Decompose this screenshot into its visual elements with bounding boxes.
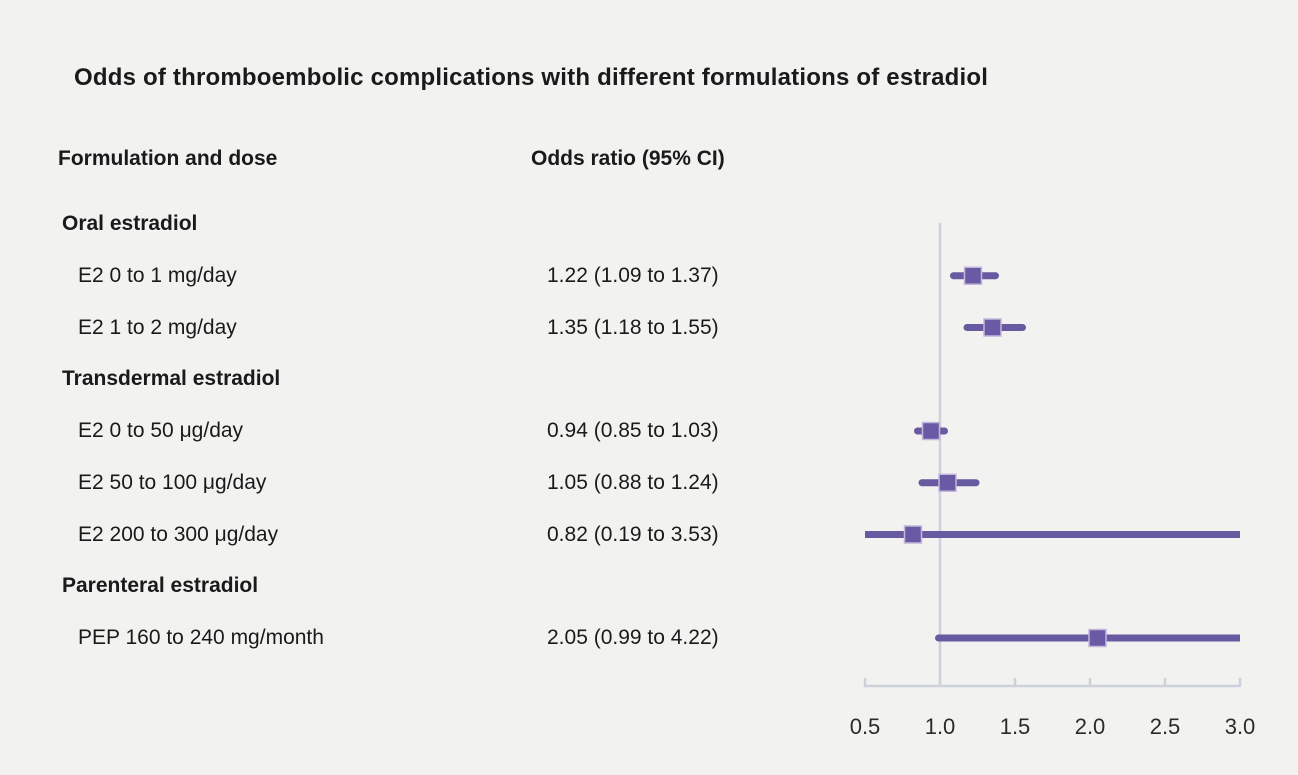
x-axis-tick-label: 0.5 — [850, 714, 881, 739]
ci-line-cap — [914, 427, 921, 435]
ci-line-cap — [1019, 324, 1026, 331]
data-row: E2 0 to 50 μg/day 0.94 (0.85 to 1.03) — [0, 418, 830, 444]
x-axis-tick-label: 2.5 — [1150, 714, 1181, 739]
ci-line-cap — [950, 272, 957, 280]
data-row: PEP 160 to 240 mg/month 2.05 (0.99 to 4.2… — [0, 625, 830, 651]
estimate-marker — [963, 266, 983, 285]
row-label: Oral estradiol — [62, 212, 198, 235]
ci-line-cap — [941, 427, 948, 435]
estimate-marker — [938, 473, 957, 492]
column-header-odds-ratio: Odds ratio (95% CI) — [531, 147, 725, 170]
ci-line-cap — [935, 634, 942, 642]
column-header-formulation: Formulation and dose — [58, 147, 278, 170]
section-row: Oral estradiol — [0, 211, 830, 237]
ci-line-cap — [918, 479, 926, 487]
row-label: E2 50 to 100 μg/day — [78, 470, 267, 494]
row-odds-ratio-value: 0.82 (0.19 to 3.53) — [547, 522, 719, 546]
x-axis-tick-label: 2.0 — [1075, 714, 1106, 739]
estimate-marker — [921, 421, 941, 441]
estimate-marker — [1088, 628, 1107, 648]
row-odds-ratio-value: 2.05 (0.99 to 4.22) — [547, 626, 719, 649]
x-axis-tick-label: 1.5 — [1000, 714, 1031, 739]
ci-line-cap — [992, 272, 999, 280]
row-label: E2 0 to 50 μg/day — [78, 419, 244, 442]
row-label: E2 1 to 2 mg/day — [78, 315, 237, 339]
row-odds-ratio-value: 1.35 (1.18 to 1.55) — [547, 315, 719, 339]
row-label: E2 0 to 1 mg/day — [78, 263, 237, 287]
data-row: E2 200 to 300 μg/day 0.82 (0.19 to 3.53) — [0, 522, 830, 548]
row-label: PEP 160 to 240 mg/month — [78, 626, 324, 649]
row-odds-ratio-value: 1.05 (0.88 to 1.24) — [547, 470, 719, 494]
chart-title: Odds of thromboembolic complications wit… — [74, 64, 989, 91]
row-odds-ratio-value: 0.94 (0.85 to 1.03) — [547, 419, 719, 442]
section-row: Transdermal estradiol — [0, 366, 830, 392]
ci-line-cap — [972, 479, 980, 487]
row-label: Parenteral estradiol — [62, 574, 259, 598]
data-row: E2 1 to 2 mg/day 1.35 (1.18 to 1.55) — [0, 315, 830, 341]
data-row: E2 50 to 100 μg/day 1.05 (0.88 to 1.24) — [0, 470, 830, 496]
x-axis-tick-label: 3.0 — [1225, 714, 1256, 739]
ci-line-cap — [963, 324, 971, 331]
section-row: Parenteral estradiol — [0, 573, 830, 599]
row-odds-ratio-value: 1.22 (1.09 to 1.37) — [547, 263, 719, 287]
estimate-marker — [903, 525, 923, 544]
row-label: E2 200 to 300 μg/day — [78, 522, 279, 546]
x-axis-tick-label: 1.0 — [925, 714, 956, 739]
data-row: E2 0 to 1 mg/day 1.22 (1.09 to 1.37) — [0, 263, 830, 289]
estimate-marker — [983, 318, 1002, 337]
row-label: Transdermal estradiol — [62, 367, 281, 391]
